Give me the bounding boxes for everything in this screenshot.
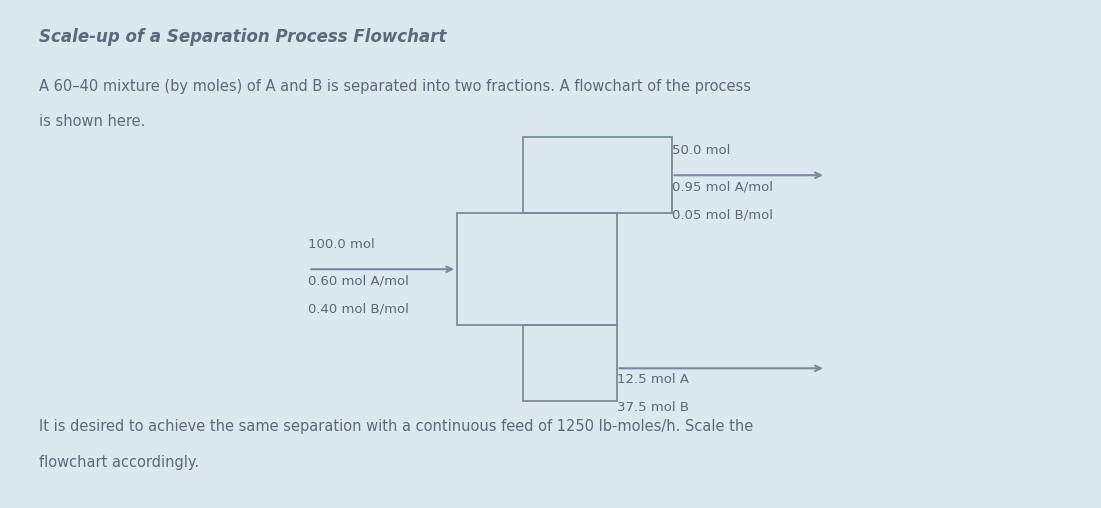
Text: 50.0 mol: 50.0 mol [672,144,730,157]
Text: 12.5 mol A: 12.5 mol A [617,373,688,387]
Text: 0.05 mol B/mol: 0.05 mol B/mol [672,208,773,221]
Text: 0.40 mol B/mol: 0.40 mol B/mol [308,302,410,315]
Text: It is desired to achieve the same separation with a continuous feed of 1250 lb-m: It is desired to achieve the same separa… [39,419,753,434]
Text: 37.5 mol B: 37.5 mol B [617,401,688,415]
Text: Scale-up of a Separation Process Flowchart: Scale-up of a Separation Process Flowcha… [39,28,446,46]
Text: 100.0 mol: 100.0 mol [308,238,375,251]
Text: A 60–40 mixture (by moles) of A and B is separated into two fractions. A flowcha: A 60–40 mixture (by moles) of A and B is… [39,79,751,94]
Text: 0.95 mol A/mol: 0.95 mol A/mol [672,180,773,194]
Bar [523,137,672,213]
Bar [523,325,617,401]
Text: is shown here.: is shown here. [39,114,145,130]
Text: flowchart accordingly.: flowchart accordingly. [39,455,198,470]
Text: 0.60 mol A/mol: 0.60 mol A/mol [308,274,410,288]
Bar [457,213,617,325]
